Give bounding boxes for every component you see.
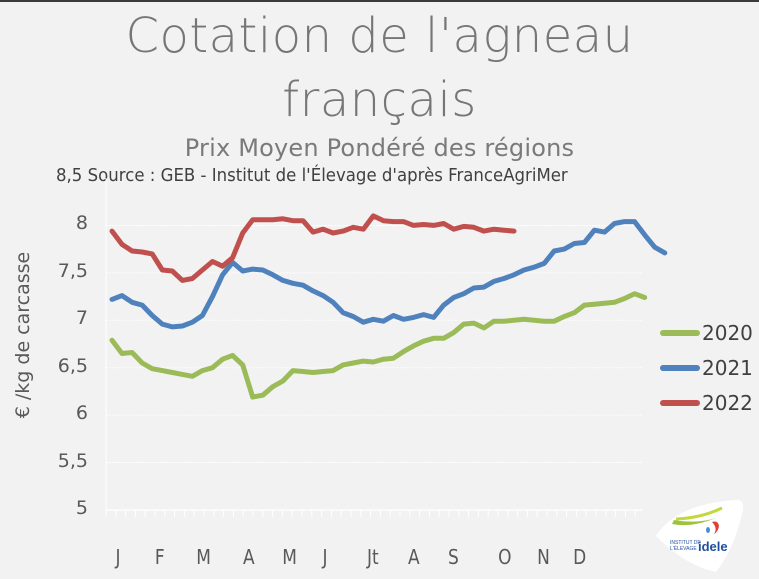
x-tick-label: A bbox=[408, 545, 420, 569]
chart-subtitle: Prix Moyen Pondéré des régions bbox=[184, 134, 575, 162]
legend-swatch bbox=[660, 330, 700, 336]
series-line-2022 bbox=[109, 213, 517, 283]
y-tick-label: 5,5 bbox=[57, 449, 88, 472]
series-line-2021 bbox=[109, 219, 668, 330]
legend-label: 2022 bbox=[702, 391, 753, 415]
x-tick-label: A bbox=[243, 545, 255, 569]
y-tick-label: 7 bbox=[75, 307, 88, 330]
chart-title-line1: Cotation de l'agneau bbox=[125, 8, 634, 64]
legend-label: 2021 bbox=[702, 356, 753, 380]
y-tick-label: 6,5 bbox=[57, 354, 88, 377]
y-tick-label: 6 bbox=[75, 402, 88, 425]
svg-text:idele: idele bbox=[698, 539, 728, 554]
y-tick-label: 8 bbox=[75, 212, 88, 235]
series-line-2020 bbox=[109, 291, 648, 400]
x-tick-label: Jt bbox=[367, 545, 379, 569]
svg-text:L'ÉLEVAGE: L'ÉLEVAGE bbox=[670, 545, 697, 552]
legend-item-2020: 2020 bbox=[660, 321, 753, 345]
ytick-top-label: 8,5 bbox=[56, 165, 83, 186]
source-text: Source : GEB - Institut de l'Élevage d'a… bbox=[87, 165, 568, 186]
x-tick-label: M bbox=[196, 545, 211, 569]
x-tick-label: D bbox=[573, 545, 587, 569]
x-tick-label: J bbox=[115, 545, 121, 569]
y-tick-label: 5 bbox=[75, 497, 88, 519]
source-note: 8,5 Source : GEB - Institut de l'Élevage… bbox=[56, 165, 568, 186]
x-tick-label: N bbox=[537, 545, 550, 569]
svg-text:INSTITUT DE: INSTITUT DE bbox=[670, 540, 701, 546]
x-tick-label: S bbox=[447, 545, 459, 569]
x-tick-label: O bbox=[498, 545, 512, 569]
legend-label: 2020 bbox=[702, 321, 753, 345]
chart-title-line2: français bbox=[282, 72, 477, 128]
legend-item-2021: 2021 bbox=[660, 356, 753, 380]
legend-swatch bbox=[660, 365, 700, 371]
top-border bbox=[0, 0, 759, 2]
legend-swatch bbox=[660, 400, 700, 406]
x-tick-label: F bbox=[154, 545, 165, 569]
x-tick-label: J bbox=[322, 545, 328, 569]
legend-item-2022: 2022 bbox=[660, 391, 753, 415]
y-tick-label: 7,5 bbox=[57, 259, 88, 282]
x-tick-label: M bbox=[282, 545, 297, 569]
idele-logo: INSTITUT DE L'ÉLEVAGE idele bbox=[656, 499, 744, 572]
